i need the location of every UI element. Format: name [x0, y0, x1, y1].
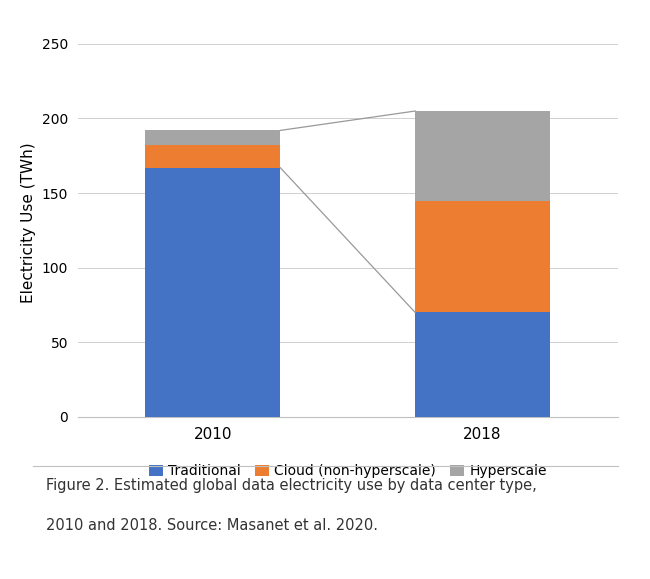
- Text: Figure 2. Estimated global data electricity use by data center type,: Figure 2. Estimated global data electric…: [46, 478, 536, 493]
- Legend: Traditional, Cloud (non-hyperscale), Hyperscale: Traditional, Cloud (non-hyperscale), Hyp…: [143, 459, 552, 484]
- Bar: [415, 313, 550, 417]
- Bar: [415, 200, 550, 313]
- Bar: [146, 145, 280, 168]
- Bar: [146, 168, 280, 417]
- Bar: [146, 130, 280, 145]
- Bar: [415, 111, 550, 200]
- Text: 2010 and 2018. Source: Masanet et al. 2020.: 2010 and 2018. Source: Masanet et al. 20…: [46, 518, 378, 533]
- Y-axis label: Electricity Use (TWh): Electricity Use (TWh): [21, 142, 36, 303]
